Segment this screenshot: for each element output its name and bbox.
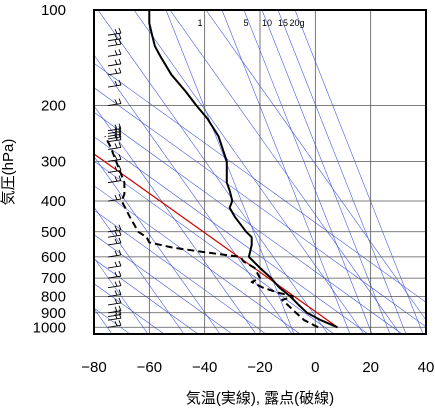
mixing-ratio-line [294, 10, 424, 334]
x-tick-label: −60 [137, 359, 162, 376]
mixing-ratio-line [277, 10, 407, 334]
wind-barb [107, 129, 122, 137]
x-tick-label: −40 [192, 359, 217, 376]
wind-barb [107, 289, 122, 297]
wind-barb [107, 58, 122, 67]
mixing-ratio-line [261, 10, 391, 334]
mixing-ratio-line [243, 10, 373, 334]
isotherm-line [94, 105, 257, 334]
plot-area [94, 10, 426, 334]
x-axis-title: 気温(実線), 露点(破線) [186, 390, 334, 407]
isotherm-line [94, 206, 185, 334]
isotherm-line [169, 10, 401, 334]
wind-barb [107, 320, 122, 328]
isotherm-line [97, 10, 329, 334]
y-tick-label: 600 [41, 249, 66, 266]
mixing-ratio-label: 10 [262, 18, 272, 28]
y-tick-label: 1000 [33, 319, 66, 336]
x-axis-ticks: −80 −60 −40 −20 0 20 40 [81, 359, 434, 376]
mixing-ratio-label: 15 [278, 18, 288, 28]
wind-barb [107, 79, 122, 88]
isotherm-line [205, 10, 426, 321]
y-tick-label: 800 [41, 289, 66, 306]
x-tick-label: −20 [247, 359, 272, 376]
wind-barb [107, 98, 122, 106]
dry-adiabat-line [94, 136, 369, 334]
wind-barb [107, 49, 122, 57]
wind-barb [107, 249, 122, 258]
wind-barb [107, 224, 122, 233]
x-tick-label: 0 [311, 359, 319, 376]
wind-barb [107, 237, 122, 246]
wind-barb [107, 123, 122, 132]
wind-barb [107, 270, 122, 279]
wind-barb [107, 67, 122, 76]
wind-barb [107, 230, 122, 238]
dewpoint-profile [104, 135, 319, 329]
y-tick-label: 500 [41, 224, 66, 241]
wind-barb [107, 126, 122, 134]
wind-barb [107, 131, 122, 140]
dry-adiabat-line [94, 258, 199, 334]
wind-barb [107, 142, 122, 150]
wind-barb [107, 260, 122, 269]
dry-adiabat-line [94, 209, 267, 334]
wind-barb [107, 313, 122, 321]
dry-adiabat-line [94, 234, 233, 334]
plot-frame [93, 9, 427, 335]
temperature-profile [148, 10, 338, 329]
x-tick-label: −80 [81, 359, 106, 376]
gridlines [94, 10, 426, 334]
y-tick-label: 900 [41, 305, 66, 322]
wind-barb [107, 297, 122, 306]
wind-barb [107, 134, 122, 143]
wind-barb [107, 165, 122, 173]
wind-barb [107, 280, 122, 289]
isotherm-line [94, 156, 221, 334]
wind-barb [107, 193, 122, 202]
dry-adiabat-line [94, 185, 301, 334]
y-tick-label: 100 [41, 2, 66, 19]
isotherm-line [133, 10, 365, 334]
wind-barb [107, 309, 122, 317]
y-tick-label: 200 [41, 98, 66, 115]
mixing-ratio-label: 5 [243, 18, 248, 28]
wind-barb [107, 154, 122, 162]
wind-barb [107, 305, 122, 314]
y-tick-label: 300 [41, 153, 66, 170]
profile-series [104, 10, 338, 329]
mixing-ratio-label: 1 [197, 18, 202, 28]
y-axis-title: 気圧(hPa) [0, 139, 17, 206]
mixing-ratio-line [221, 10, 351, 334]
mixing-ratio-label: 20g [289, 18, 304, 28]
wind-barbs [107, 27, 122, 328]
dry-adiabat-line [94, 87, 426, 328]
isotherm-line [94, 257, 149, 334]
wind-barb [107, 175, 122, 184]
wind-barb [107, 38, 122, 47]
x-tick-label: 20 [362, 359, 379, 376]
wind-barb [107, 33, 122, 42]
x-tick-label: 40 [418, 359, 435, 376]
y-tick-label: 700 [41, 270, 66, 287]
wind-barb [107, 27, 122, 36]
mixing-ratio-labels: 1 5 10 15 20g [197, 18, 304, 28]
y-tick-label: 400 [41, 193, 66, 210]
dry-adiabat-line [94, 283, 165, 334]
